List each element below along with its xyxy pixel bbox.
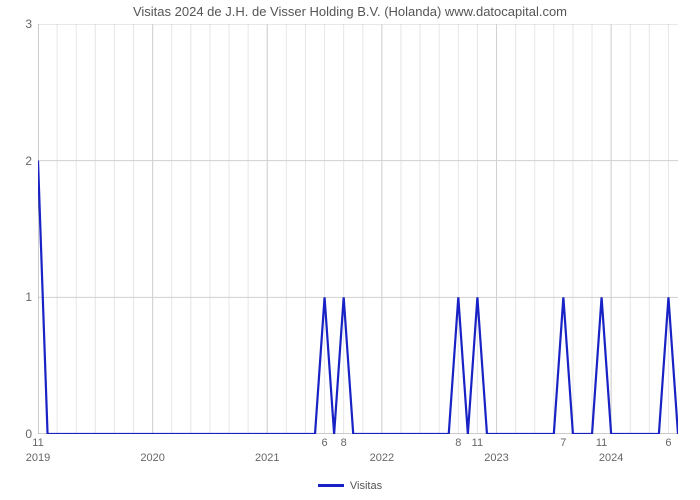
legend-item-visitas: Visitas bbox=[318, 480, 382, 492]
plot-area: 012320192020202120222023202411688117116 bbox=[38, 24, 678, 434]
x-tick-label: 2024 bbox=[599, 452, 623, 464]
spike-label: 11 bbox=[596, 437, 607, 449]
x-tick-label: 2023 bbox=[484, 452, 508, 464]
y-tick-label: 2 bbox=[25, 154, 32, 168]
x-tick-label: 2020 bbox=[140, 452, 164, 464]
spike-label: 6 bbox=[665, 437, 671, 449]
x-tick-label: 2022 bbox=[370, 452, 394, 464]
legend-swatch bbox=[318, 484, 344, 487]
x-tick-label: 2021 bbox=[255, 452, 279, 464]
legend-label: Visitas bbox=[350, 480, 382, 492]
line-series bbox=[38, 24, 678, 434]
spike-label: 6 bbox=[322, 437, 328, 449]
y-tick-label: 0 bbox=[25, 427, 32, 441]
x-tick-label: 2019 bbox=[26, 452, 50, 464]
y-tick-label: 1 bbox=[25, 290, 32, 304]
chart-container: Visitas 2024 de J.H. de Visser Holding B… bbox=[0, 0, 700, 500]
spike-label: 11 bbox=[32, 437, 43, 449]
spike-label: 11 bbox=[472, 437, 483, 449]
legend: Visitas bbox=[0, 478, 700, 492]
spike-label: 8 bbox=[341, 437, 347, 449]
chart-title: Visitas 2024 de J.H. de Visser Holding B… bbox=[0, 4, 700, 19]
spike-label: 8 bbox=[455, 437, 461, 449]
spike-label: 7 bbox=[560, 437, 566, 449]
y-tick-label: 3 bbox=[25, 17, 32, 31]
